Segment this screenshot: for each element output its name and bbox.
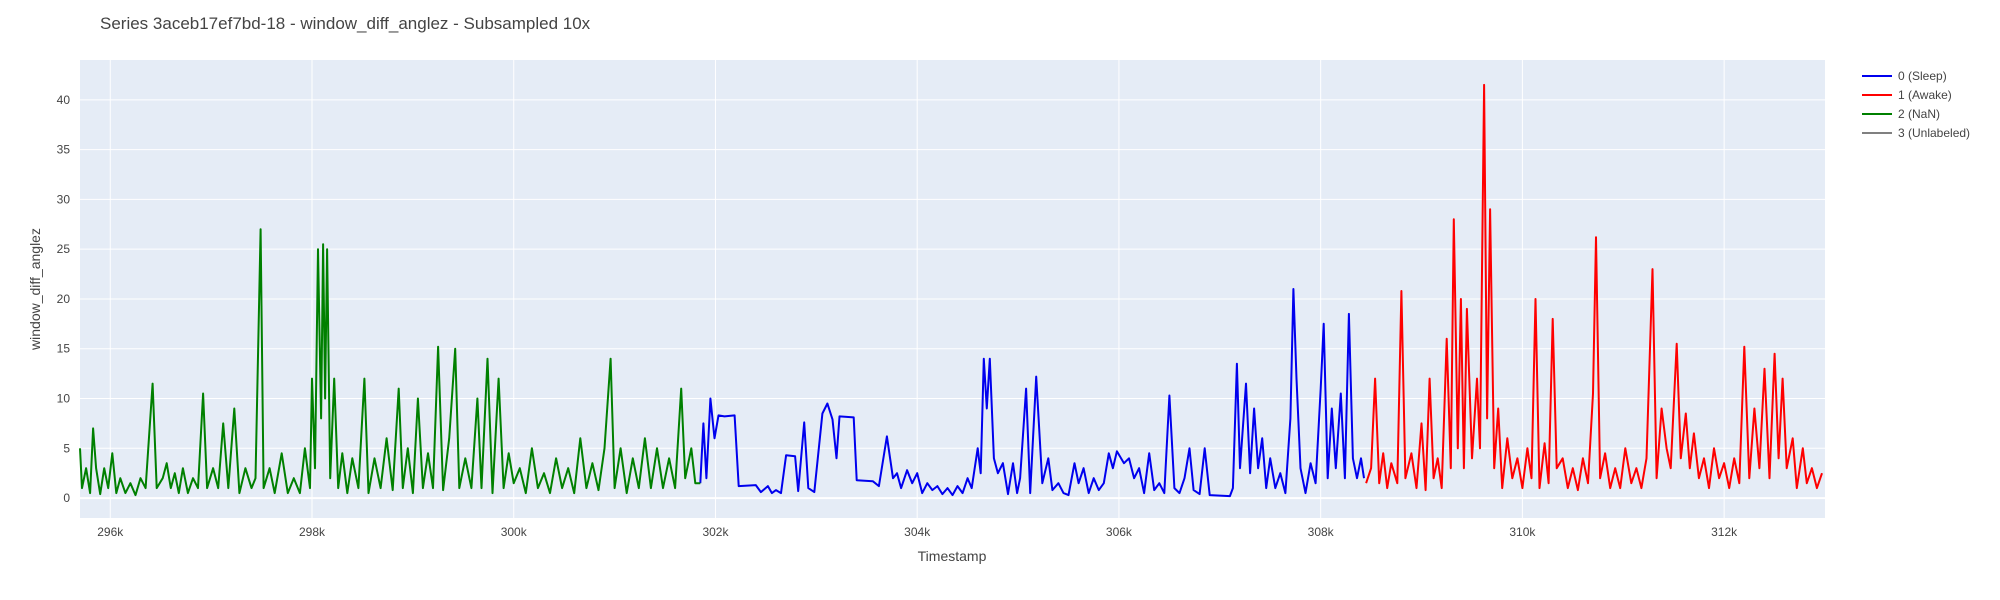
x-tick-label: 304k <box>904 525 931 539</box>
legend-label-sleep: 0 (Sleep) <box>1898 68 1947 83</box>
chart-title: Series 3aceb17ef7bd-18 - window_diff_ang… <box>100 14 591 33</box>
series-lines <box>79 83 1823 498</box>
x-tick-label: 296k <box>97 525 124 539</box>
legend-item-unlabeled[interactable]: 3 (Unlabeled) <box>1862 123 1970 142</box>
legend-swatch-unlabeled <box>1862 131 1892 134</box>
x-tick-label: 308k <box>1308 525 1335 539</box>
x-axis-label: Timestamp <box>918 548 987 564</box>
series-line-awake <box>1365 83 1823 492</box>
x-tick-label: 312k <box>1711 525 1738 539</box>
legend-swatch-sleep <box>1862 74 1892 77</box>
y-axis-ticks: 0 5 10 15 20 25 30 35 40 <box>57 93 71 505</box>
y-tick-label: 30 <box>57 192 71 206</box>
x-tick-label: 302k <box>702 525 729 539</box>
legend-item-sleep[interactable]: 0 (Sleep) <box>1862 66 1970 85</box>
legend-swatch-awake <box>1862 93 1892 96</box>
x-axis-ticks: 296k 298k 300k 302k 304k 306k 308k 310k 312k <box>97 525 1738 539</box>
x-tick-label: 298k <box>299 525 326 539</box>
legend-swatch-nan <box>1862 112 1892 115</box>
y-axis-label: window_diff_anglez <box>27 228 43 351</box>
y-tick-label: 15 <box>57 342 71 356</box>
y-tick-label: 40 <box>57 93 71 107</box>
x-tick-label: 310k <box>1509 525 1536 539</box>
y-tick-label: 20 <box>57 292 71 306</box>
legend-label-unlabeled: 3 (Unlabeled) <box>1898 125 1971 140</box>
y-tick-label: 35 <box>57 143 71 157</box>
legend-label-awake: 1 (Awake) <box>1898 87 1952 102</box>
series-line-nan <box>79 228 701 497</box>
y-tick-label: 10 <box>57 392 71 406</box>
legend-label-nan: 2 (NaN) <box>1898 106 1941 121</box>
x-tick-label: 300k <box>501 525 528 539</box>
series-line-sleep <box>699 288 1365 498</box>
legend: 0 (Sleep) 1 (Awake) 2 (NaN) 3 (Unlabeled… <box>1862 66 1970 142</box>
y-tick-label: 0 <box>63 491 70 505</box>
plot-area <box>80 60 1825 518</box>
legend-item-awake[interactable]: 1 (Awake) <box>1862 85 1970 104</box>
y-tick-label: 5 <box>63 441 70 455</box>
x-tick-label: 306k <box>1106 525 1133 539</box>
y-tick-label: 25 <box>57 242 71 256</box>
legend-item-nan[interactable]: 2 (NaN) <box>1862 104 1970 123</box>
